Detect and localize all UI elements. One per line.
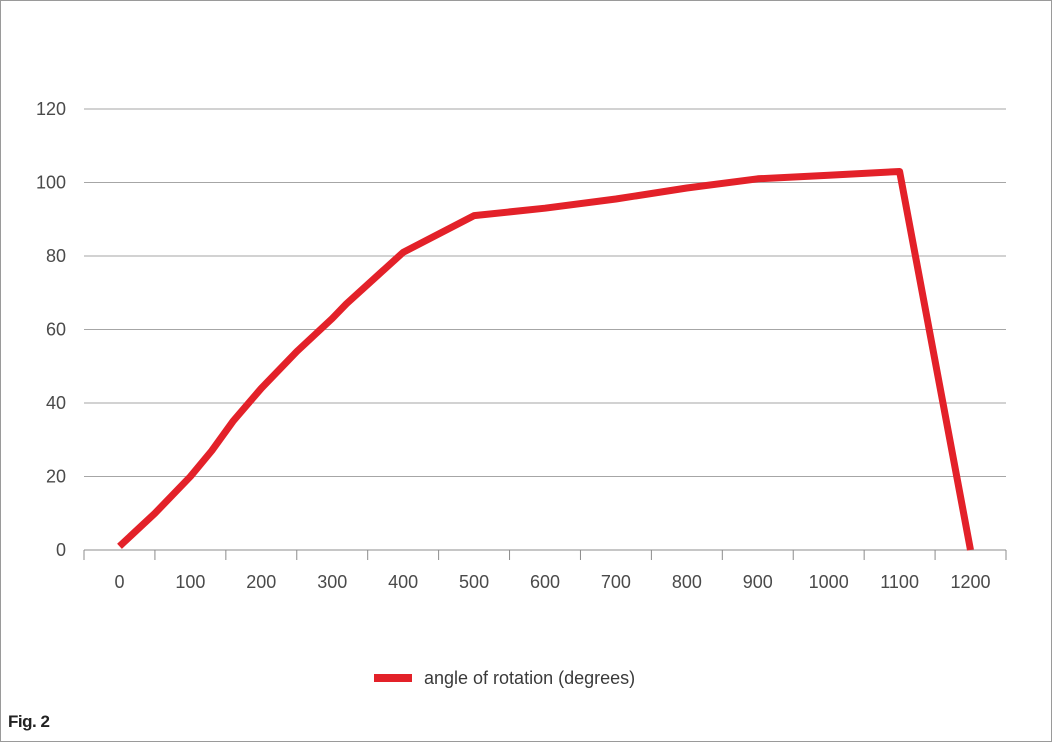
x-tick-label: 100 [175,572,205,592]
x-tick-label: 300 [317,572,347,592]
legend-swatch [374,674,412,682]
x-tick-label: 500 [459,572,489,592]
gridlines [84,108,1006,477]
y-tick-label: 60 [46,320,66,340]
x-tick-label: 400 [388,572,418,592]
x-tick-label: 700 [601,572,631,592]
y-tick-label: 100 [36,173,66,193]
y-tick-label: 20 [46,467,66,487]
x-tick-label: 200 [246,572,276,592]
series-layer [117,168,974,551]
x-tick-label: 600 [530,572,560,592]
legend: angle of rotation (degrees) [374,668,635,688]
figure-label: Fig. 2 [8,712,50,731]
x-tick-label: 0 [114,572,124,592]
series-line-angle-of-rotation [117,168,974,551]
y-tick-label: 80 [46,246,66,266]
x-tick-label: 1000 [809,572,849,592]
legend-label: angle of rotation (degrees) [424,668,635,688]
y-tick-label: 0 [56,540,66,560]
x-tick-label: 800 [672,572,702,592]
x-tick-label: 900 [743,572,773,592]
y-tick-label: 40 [46,393,66,413]
y-tick-label: 120 [36,99,66,119]
x-tick-label: 1200 [951,572,991,592]
x-tick-label: 1100 [880,572,919,592]
